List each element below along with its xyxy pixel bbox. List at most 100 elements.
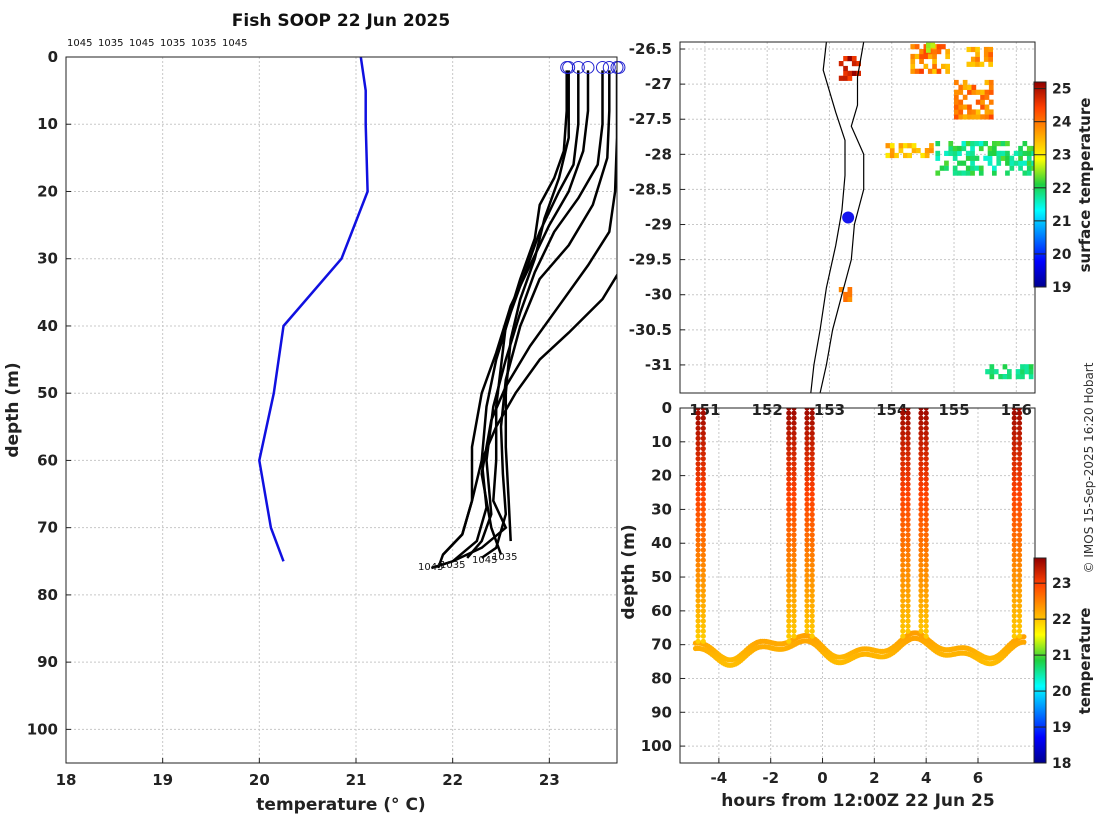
sst-cell (954, 109, 959, 115)
section-dot (1016, 608, 1023, 614)
section-dot (809, 506, 815, 512)
section-dot (905, 628, 911, 634)
sst-cell (911, 148, 917, 154)
map-x-tick-label: 152 (752, 401, 783, 419)
sst-cell (975, 89, 981, 95)
section-dot (809, 511, 815, 518)
sst-cell (889, 148, 895, 154)
section-dot (1016, 461, 1023, 467)
section-dot (791, 415, 797, 421)
section-dot (695, 446, 701, 452)
sst-cell (974, 141, 980, 147)
section-dot (695, 567, 701, 573)
section-dot (809, 562, 815, 568)
section-dot (918, 481, 924, 487)
sst-cell (970, 141, 975, 147)
sst-cell (967, 84, 972, 90)
section-x-tick-label: -4 (711, 769, 728, 787)
section-dot (900, 582, 906, 589)
section-dot (905, 511, 911, 518)
section-dot (1016, 537, 1023, 543)
sst-cell (987, 155, 993, 161)
sst-cell (885, 152, 891, 159)
sst-cell (967, 89, 972, 95)
section-dot (900, 572, 906, 579)
section-dot (786, 582, 792, 589)
section-dot (900, 618, 906, 624)
sst-cell (992, 150, 997, 156)
sst-cell (984, 94, 990, 100)
sst-cell (988, 99, 994, 105)
section-dot (900, 628, 906, 634)
sst-cell (970, 170, 975, 176)
sst-cell (927, 68, 933, 74)
section-dot (786, 593, 792, 599)
profile-line (480, 70, 611, 559)
section-dot (923, 486, 929, 492)
section-dot (923, 456, 929, 462)
sst-cell (983, 155, 988, 161)
section-dot (905, 420, 911, 426)
profile-y-label: depth (m) (3, 362, 23, 457)
section-dot (791, 547, 797, 553)
sst-cell (932, 68, 937, 74)
sst-cell (1005, 170, 1010, 176)
section-dot (1011, 608, 1017, 614)
section-dot (1016, 567, 1023, 573)
section-dot (804, 425, 810, 431)
section-dot (695, 613, 701, 619)
sst-cell (975, 61, 980, 67)
section-dot (809, 628, 815, 634)
section-dot (923, 415, 929, 421)
section-dot (786, 567, 792, 573)
section-dot (700, 613, 706, 619)
section-dot (1016, 451, 1023, 457)
sst-cell (910, 68, 916, 74)
profile-y-ticks: 0 10 20 30 40 50 60 70 80 90 100 (27, 48, 71, 738)
sst-cell (967, 114, 972, 120)
sst-cell (970, 160, 975, 166)
section-dot (804, 532, 810, 538)
section-dot (791, 446, 797, 452)
section-y-ticks: 0 10 20 30 40 50 60 70 80 90 100 (641, 399, 685, 755)
profile-y-tick-label: 70 (37, 519, 58, 537)
sst-cell (1009, 155, 1015, 161)
sst-cell (979, 61, 985, 67)
sst-cell (927, 53, 933, 60)
section-x-ticks: -4 -2 0 2 4 6 (711, 758, 983, 787)
profile-start-circle (571, 60, 585, 74)
sst-cell (847, 56, 853, 62)
section-dot (700, 623, 706, 629)
sst-cell (1031, 165, 1035, 171)
section-dot (786, 486, 792, 492)
section-dot (1016, 562, 1023, 568)
section-dot (1011, 486, 1017, 492)
profile-top-label: 1035 (191, 38, 216, 49)
sst-cell (851, 56, 857, 62)
map-x-tick-label: 153 (814, 401, 845, 419)
sst-cell (936, 44, 942, 50)
section-dot (786, 572, 792, 579)
map-y-tick-label: -30.5 (629, 321, 672, 339)
sst-cell (932, 53, 937, 60)
section-dot (905, 588, 911, 594)
section-dot (804, 451, 810, 457)
section-dot (1011, 496, 1017, 502)
sst-cell (936, 68, 942, 74)
section-x-tick-label: 0 (817, 769, 827, 787)
sst-cell (1002, 374, 1008, 380)
section-dot (809, 532, 815, 538)
sst-cell (932, 63, 937, 69)
section-dot (923, 491, 929, 497)
profile-top-label: 1045 (67, 38, 92, 49)
sst-cell (967, 109, 972, 115)
section-dot (786, 537, 792, 543)
profile-top-label: 1035 (98, 38, 123, 49)
sst-cell (1031, 160, 1035, 166)
sst-cell (988, 109, 994, 115)
sst-cell (975, 109, 981, 115)
sst-cell (1026, 160, 1032, 166)
section-dot (791, 435, 797, 441)
sst-cell (962, 94, 968, 100)
section-dot (786, 557, 792, 563)
